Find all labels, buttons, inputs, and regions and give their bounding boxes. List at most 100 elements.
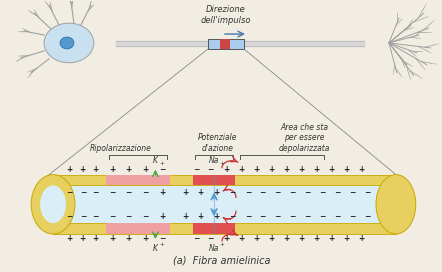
Text: −: − [274,212,281,221]
Bar [53,223,396,234]
Bar [208,39,244,49]
Text: +: + [126,234,132,243]
Text: +: + [142,165,149,174]
Ellipse shape [44,23,94,63]
Text: +: + [93,234,99,243]
Text: +: + [298,234,305,243]
Text: +: + [219,242,224,247]
Text: −: − [80,188,86,197]
Text: +: + [313,234,320,243]
Text: −: − [229,212,235,221]
Bar [106,223,170,234]
Text: Direzione
dell'impulso: Direzione dell'impulso [201,5,251,25]
Text: −: − [159,234,166,243]
Text: +: + [239,234,245,243]
Text: +: + [223,234,229,243]
Text: +: + [197,212,203,221]
Text: −: − [126,212,132,221]
Text: −: − [259,212,266,221]
Text: +: + [80,234,86,243]
Text: −: − [142,212,149,221]
Text: +: + [239,165,245,174]
Text: −: − [290,212,296,221]
Text: +: + [328,234,335,243]
Text: +: + [110,234,116,243]
Text: +: + [313,165,320,174]
Text: +: + [254,234,260,243]
Text: −: − [349,188,355,197]
Text: Potenziale
d'azione: Potenziale d'azione [198,134,238,153]
Text: −: − [259,188,266,197]
Bar [193,223,235,234]
Text: +: + [66,234,72,243]
Ellipse shape [376,175,416,234]
Text: −: − [229,188,235,197]
Text: +: + [283,165,290,174]
Text: +: + [159,188,165,197]
Text: −: − [193,234,199,243]
Text: −: − [207,234,213,243]
Text: −: − [349,212,355,221]
Text: +: + [254,165,260,174]
Bar [106,175,170,186]
Text: −: − [193,165,199,174]
Text: K: K [153,244,158,253]
Text: +: + [298,165,305,174]
Text: −: − [290,188,296,197]
Text: −: − [126,188,132,197]
Text: +: + [182,188,188,197]
Text: Na: Na [209,156,219,165]
Text: K: K [153,156,158,165]
Text: +: + [358,234,364,243]
Text: +: + [269,234,275,243]
Text: −: − [319,212,326,221]
Text: +: + [80,165,86,174]
Text: +: + [182,212,188,221]
Bar [193,175,235,186]
Text: −: − [304,188,311,197]
Text: −: − [80,212,86,221]
Text: −: − [244,188,251,197]
Text: +: + [219,161,224,166]
Ellipse shape [40,186,66,223]
Text: −: − [66,188,72,197]
Text: +: + [142,234,149,243]
Text: −: − [364,212,370,221]
Text: +: + [213,188,219,197]
Text: −: − [334,188,340,197]
Text: −: − [93,188,99,197]
Text: −: − [207,165,213,174]
Text: +: + [283,234,290,243]
Text: +: + [328,165,335,174]
Text: (a)  Fibra amielinica: (a) Fibra amielinica [173,256,271,266]
Text: −: − [93,212,99,221]
Text: −: − [110,212,116,221]
Text: +: + [110,165,116,174]
Text: −: − [364,188,370,197]
Text: +: + [343,165,349,174]
Text: +: + [160,161,164,166]
Text: Area che sta
per essere
depolarizzata: Area che sta per essere depolarizzata [279,123,330,153]
Text: −: − [334,212,340,221]
Text: +: + [223,165,229,174]
Text: −: − [274,188,281,197]
Text: +: + [160,242,164,247]
Bar [53,175,396,186]
Text: +: + [343,234,349,243]
Text: +: + [66,165,72,174]
Text: −: − [142,188,149,197]
Text: Ripolarizzazione: Ripolarizzazione [90,144,152,153]
Ellipse shape [31,175,75,234]
Text: +: + [93,165,99,174]
Text: Na: Na [209,244,219,253]
Text: −: − [304,212,311,221]
Text: +: + [126,165,132,174]
Text: +: + [269,165,275,174]
Text: −: − [66,212,72,221]
Text: −: − [244,212,251,221]
Bar [53,186,396,223]
Text: +: + [197,188,203,197]
Text: −: − [110,188,116,197]
Text: −: − [159,165,166,174]
Text: +: + [358,165,364,174]
